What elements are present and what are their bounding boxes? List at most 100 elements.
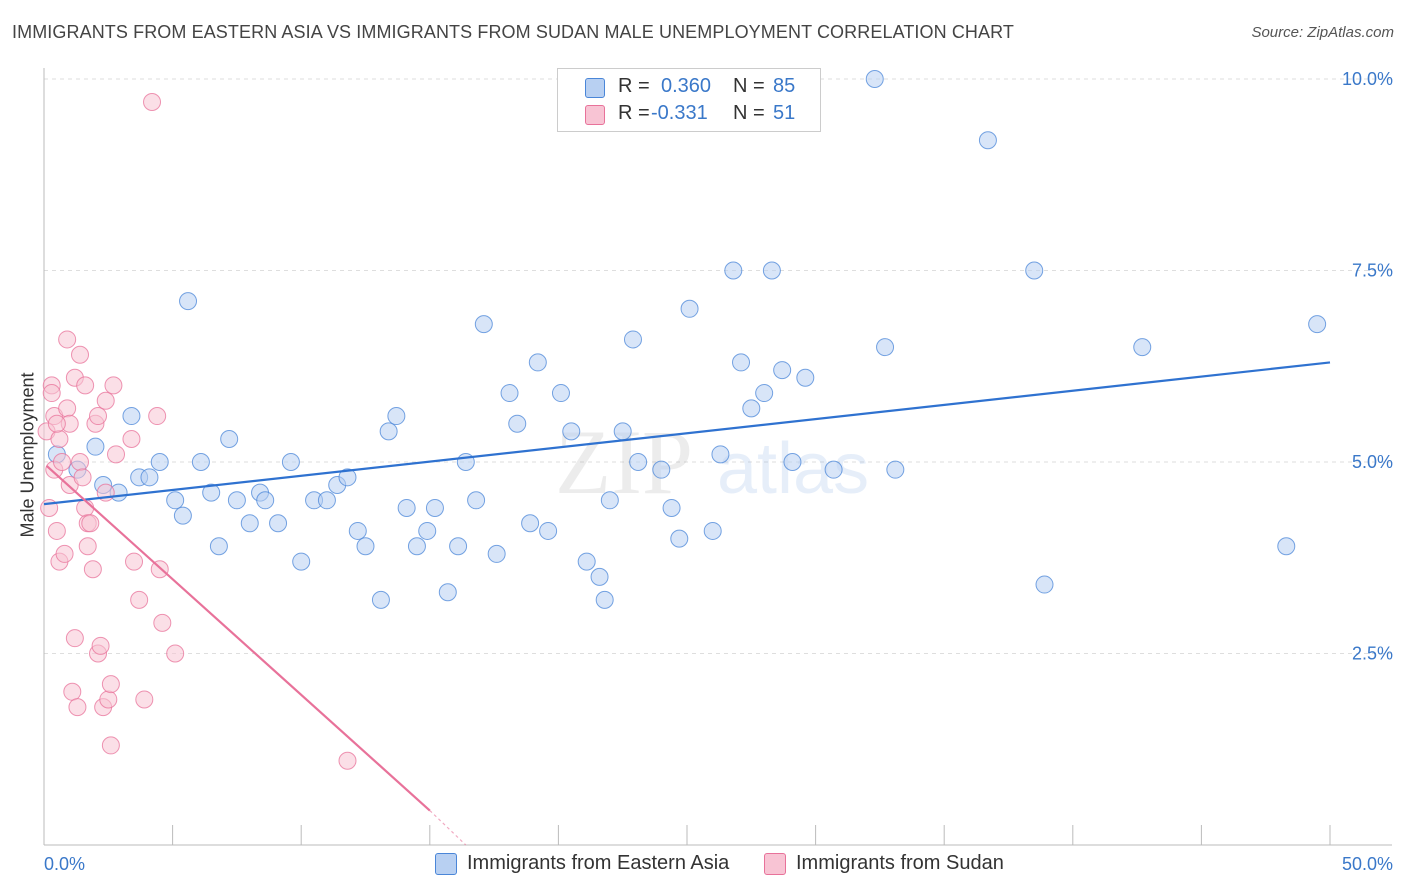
point-sudan: [42, 384, 61, 403]
point-sudan: [130, 590, 149, 609]
point-eastern-asia: [783, 453, 802, 471]
point-eastern-asia: [166, 491, 185, 510]
point-eastern-asia: [209, 537, 228, 556]
trend-line-eastern-asia: [43, 361, 1331, 506]
n-value: 51: [773, 102, 796, 124]
point-eastern-asia: [662, 498, 681, 517]
point-eastern-asia: [551, 384, 570, 403]
point-eastern-asia: [202, 483, 221, 502]
point-eastern-asia: [140, 468, 159, 487]
point-eastern-asia: [1035, 575, 1054, 594]
point-eastern-asia: [387, 407, 406, 426]
y-tick-label: 2.5%: [1352, 644, 1393, 664]
point-sudan: [65, 629, 84, 648]
trend-line-sudan-extension: [429, 810, 467, 846]
point-eastern-asia: [292, 552, 311, 571]
point-eastern-asia: [1025, 261, 1044, 280]
point-eastern-asia: [539, 521, 558, 540]
point-eastern-asia: [600, 491, 619, 510]
point-eastern-asia: [732, 353, 751, 372]
point-eastern-asia: [876, 338, 895, 357]
point-eastern-asia: [824, 460, 843, 479]
point-eastern-asia: [227, 491, 246, 510]
point-eastern-asia: [703, 521, 722, 540]
point-eastern-asia: [220, 430, 239, 449]
n-value: 85: [773, 75, 796, 97]
point-eastern-asia: [150, 453, 169, 471]
point-sudan: [104, 376, 123, 395]
point-eastern-asia: [508, 414, 527, 433]
trend-lines: [43, 361, 1331, 846]
data-points: [37, 70, 1327, 770]
point-sudan: [101, 675, 120, 694]
point-sudan: [76, 376, 95, 395]
point-eastern-asia: [528, 353, 547, 372]
point-sudan: [135, 690, 154, 709]
point-eastern-asia: [397, 498, 416, 517]
point-eastern-asia: [500, 384, 519, 403]
point-eastern-asia: [240, 514, 259, 533]
r-label: R =: [618, 102, 650, 124]
point-eastern-asia: [978, 131, 997, 150]
point-eastern-asia: [86, 437, 105, 456]
legend-swatch-eastern-asia: [435, 853, 457, 875]
point-sudan: [71, 453, 90, 471]
point-sudan: [47, 521, 66, 540]
point-eastern-asia: [680, 299, 699, 318]
point-eastern-asia: [449, 537, 468, 556]
point-sudan: [53, 453, 72, 471]
y-tick-label: 7.5%: [1352, 261, 1393, 281]
source-credit: Source: ZipAtlas.com: [1251, 24, 1394, 41]
stats-legend: R = 0.360 N = 85 R = -0.331 N = 51: [557, 68, 821, 132]
point-eastern-asia: [256, 491, 275, 510]
swatch-eastern-asia: [585, 78, 605, 98]
point-eastern-asia: [521, 514, 540, 533]
chart-title: IMMIGRANTS FROM EASTERN ASIA VS IMMIGRAN…: [12, 22, 1015, 42]
tick-labels: 2.5% 5.0% 7.5% 10.0% 0.0% 50.0%: [44, 69, 1393, 874]
point-sudan: [99, 690, 118, 709]
y-axis-label: Male Unemployment: [17, 372, 38, 538]
point-sudan: [338, 751, 357, 770]
point-eastern-asia: [438, 583, 457, 602]
point-eastern-asia: [613, 422, 632, 441]
point-sudan: [89, 407, 108, 426]
point-eastern-asia: [724, 261, 743, 280]
point-eastern-asia: [487, 544, 506, 563]
point-eastern-asia: [418, 521, 437, 540]
x-tick-label: 50.0%: [1342, 854, 1393, 874]
r-label: R =: [618, 75, 650, 97]
point-sudan: [101, 736, 120, 755]
legend-swatch-sudan: [764, 853, 786, 875]
point-eastern-asia: [269, 514, 288, 533]
y-tick-label: 10.0%: [1342, 69, 1393, 89]
n-label: N =: [733, 75, 765, 97]
point-eastern-asia: [590, 567, 609, 586]
point-eastern-asia: [179, 292, 198, 311]
point-sudan: [143, 92, 162, 111]
point-eastern-asia: [773, 361, 792, 380]
point-eastern-asia: [356, 537, 375, 556]
point-sudan: [63, 682, 82, 701]
axes: [43, 68, 1392, 846]
point-eastern-asia: [467, 491, 486, 510]
point-eastern-asia: [425, 498, 444, 517]
n-label: N =: [733, 102, 765, 124]
point-eastern-asia: [755, 384, 774, 403]
point-eastern-asia: [281, 453, 300, 471]
point-eastern-asia: [629, 453, 648, 471]
point-eastern-asia: [348, 521, 367, 540]
point-sudan: [47, 414, 66, 433]
point-eastern-asia: [623, 330, 642, 349]
r-value: 0.360: [661, 75, 712, 97]
point-sudan: [122, 430, 141, 449]
point-sudan: [78, 537, 97, 556]
series-legend: Immigrants from Eastern Asia Immigrants …: [0, 852, 1406, 878]
point-sudan: [73, 468, 92, 487]
point-eastern-asia: [886, 460, 905, 479]
point-eastern-asia: [577, 552, 596, 571]
point-sudan: [125, 552, 144, 571]
point-eastern-asia: [1277, 537, 1296, 556]
point-sudan: [91, 636, 110, 655]
legend-label-sudan: Immigrants from Sudan: [796, 852, 1004, 874]
